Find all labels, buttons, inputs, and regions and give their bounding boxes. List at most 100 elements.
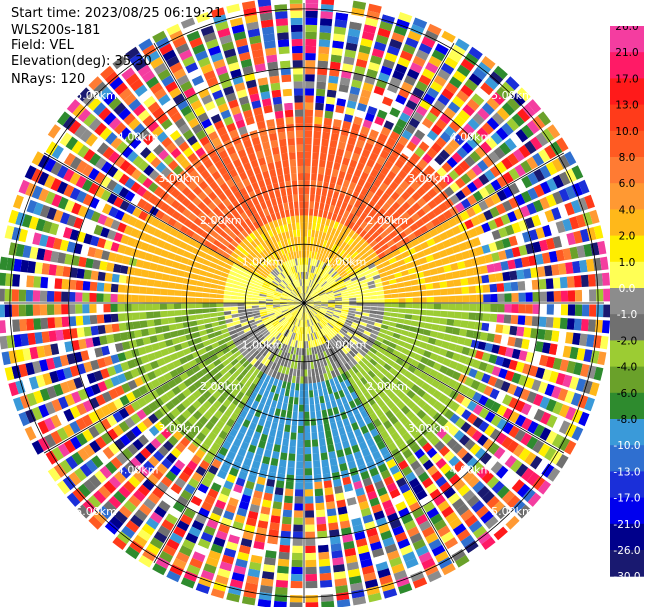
radial-gate [138, 503, 152, 516]
radial-gate [170, 330, 179, 338]
radial-gate [237, 149, 247, 159]
radial-gate [46, 207, 57, 221]
radial-gate [388, 230, 398, 239]
radial-gate [518, 219, 528, 232]
radial-gate [274, 487, 284, 496]
radial-gate [69, 328, 78, 339]
radial-gate [315, 410, 322, 419]
radial-gate [121, 255, 131, 265]
radial-gate [200, 25, 215, 37]
radial-gate [188, 291, 196, 297]
radial-gate [258, 336, 265, 343]
radial-gate [239, 282, 248, 288]
radial-gate [265, 214, 273, 223]
radial-gate [194, 356, 204, 364]
radial-gate [79, 129, 93, 143]
radial-gate [600, 256, 609, 271]
radial-gate [391, 308, 399, 313]
radial-gate [478, 234, 488, 245]
radial-gate [325, 430, 332, 439]
radial-gate [412, 309, 420, 315]
radial-gate [434, 43, 449, 56]
radial-gate [301, 312, 303, 320]
radial-gate [137, 109, 151, 122]
radial-gate [430, 81, 443, 93]
radial-gate [280, 306, 288, 310]
radial-gate [150, 438, 162, 450]
radial-gate [328, 234, 334, 243]
radial-gate [410, 345, 419, 353]
radial-gate [193, 217, 203, 226]
radial-gate [29, 346, 39, 360]
radial-gate [117, 222, 127, 233]
radial-gate [351, 322, 360, 327]
radial-gate [267, 237, 274, 246]
radial-gate [402, 324, 411, 331]
radial-gate [438, 325, 447, 333]
radial-gate [442, 239, 452, 249]
radial-gate [216, 350, 225, 358]
radial-gate [431, 142, 443, 154]
radial-gate [228, 270, 237, 277]
radial-gate [357, 419, 366, 428]
radial-gate [341, 251, 349, 259]
radial-gate [309, 280, 313, 287]
radial-gate [351, 152, 360, 162]
radial-gate [260, 364, 267, 373]
radial-gate [417, 321, 426, 328]
radial-gate [311, 159, 319, 167]
radial-gate [266, 306, 274, 309]
radial-gate [18, 289, 27, 302]
radial-gate [254, 409, 262, 418]
radial-gate [449, 76, 463, 89]
radial-gate [255, 319, 263, 324]
radial-gate [421, 117, 434, 129]
radial-gate [94, 470, 107, 484]
radial-gate [108, 117, 122, 130]
radial-gate [318, 551, 330, 560]
radial-gate [163, 372, 173, 382]
radial-gate [294, 489, 303, 497]
radial-gate [294, 390, 299, 398]
radial-gate [401, 361, 411, 370]
radial-gate [93, 81, 108, 96]
radial-gate [274, 408, 281, 417]
radial-gate [284, 321, 290, 329]
radial-gate [260, 261, 267, 268]
radial-gate [305, 53, 316, 61]
radial-gate [421, 557, 436, 570]
radial-gate [366, 350, 375, 358]
radial-gate [351, 422, 360, 431]
radial-gate [394, 63, 408, 75]
radial-gate [448, 139, 460, 151]
radial-gate [174, 283, 183, 290]
radial-gate [304, 172, 311, 181]
radial-gate [110, 293, 118, 302]
radial-gate [69, 267, 78, 278]
radial-gate [273, 296, 281, 300]
radial-gate [368, 284, 376, 289]
radial-gate [353, 200, 362, 209]
radial-gate [431, 217, 441, 227]
radial-gate [273, 444, 281, 453]
radial-gate [187, 339, 196, 347]
radial-gate [328, 331, 335, 339]
radial-gate [106, 179, 118, 192]
radial-gate [448, 360, 458, 370]
radial-gate [363, 181, 372, 191]
radial-gate [240, 441, 250, 451]
radial-gate [407, 350, 416, 359]
radial-gate [188, 285, 197, 292]
radial-gate [251, 547, 264, 557]
radial-gate [296, 347, 299, 355]
radial-gate [165, 259, 174, 267]
radial-gate [304, 229, 308, 237]
radial-gate [288, 316, 294, 323]
radial-gate [547, 467, 561, 482]
radial-gate [242, 238, 250, 246]
radial-gate [386, 390, 396, 400]
radial-gate [124, 285, 133, 294]
radial-gate [323, 335, 329, 343]
radial-gate [258, 210, 265, 219]
radial-gate [166, 171, 177, 183]
